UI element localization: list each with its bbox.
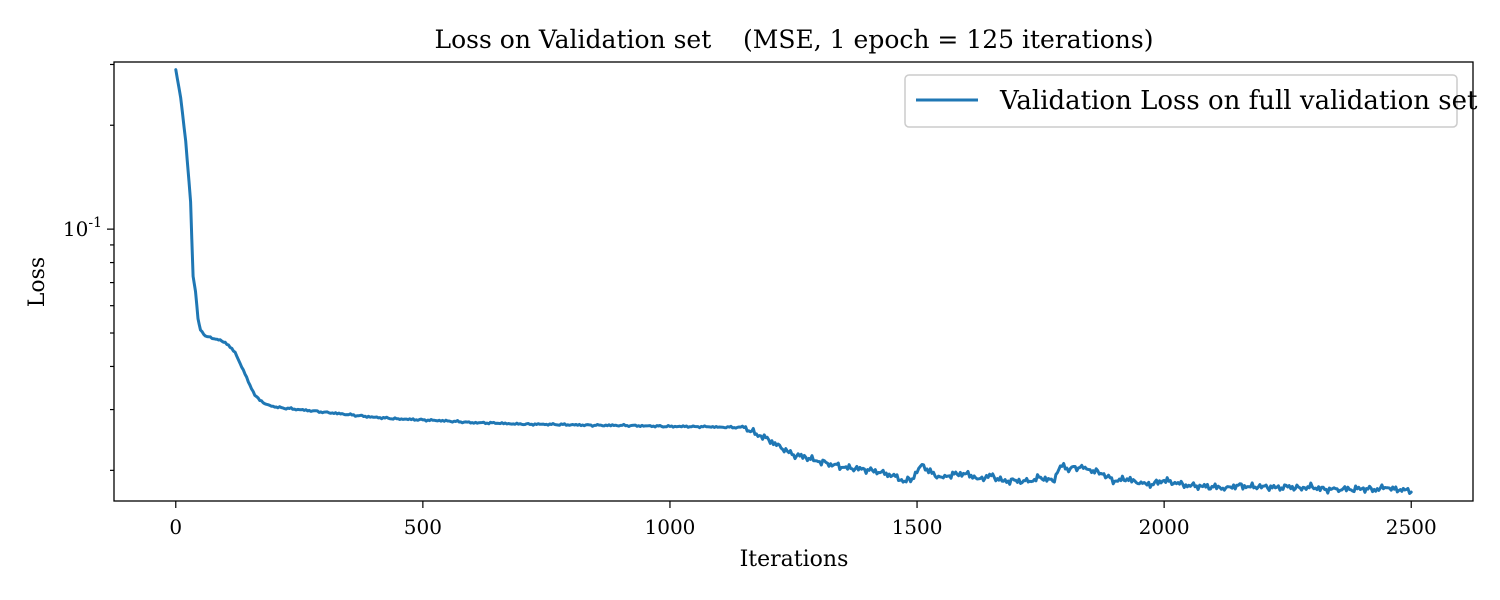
legend: Validation Loss on full validation set — [904, 74, 1478, 128]
x-tick-label: 2500 — [1386, 515, 1437, 539]
x-tick-label: 1500 — [892, 515, 943, 539]
legend-box — [904, 74, 1458, 128]
x-tick-label: 500 — [404, 515, 442, 539]
y-tick-label: 10-1 — [63, 215, 102, 241]
validation-loss-line — [174, 68, 1413, 495]
legend-label: Validation Loss on full validation set — [999, 86, 1478, 116]
x-axis-label: Iterations — [740, 547, 849, 572]
x-tick-label: 2000 — [1139, 515, 1190, 539]
x-tick-label: 0 — [169, 515, 182, 539]
y-axis-label: Loss — [25, 257, 50, 307]
x-tick-label: 1000 — [645, 515, 696, 539]
axis-ticks: 0 500 1000 1500 2000 2500 10-1 — [63, 63, 1437, 539]
chart-title: Loss on Validation set (MSE, 1 epoch = 1… — [435, 25, 1154, 54]
plot-area-frame — [113, 61, 1474, 502]
